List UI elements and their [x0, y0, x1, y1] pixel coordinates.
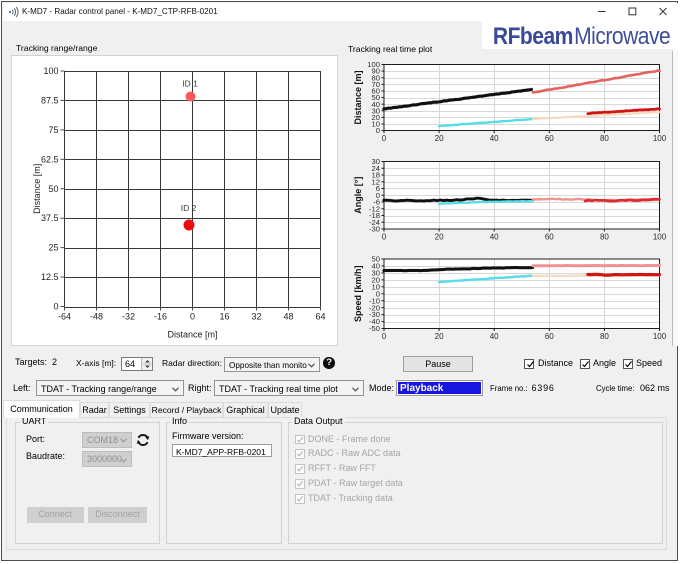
svg-text:40: 40: [490, 233, 499, 242]
svg-text:Angle [°]: Angle [°]: [353, 177, 363, 214]
svg-text:100: 100: [653, 233, 667, 242]
svg-text:-24: -24: [369, 218, 380, 227]
svg-text:ID 2: ID 2: [181, 203, 197, 213]
svg-text:-50: -50: [369, 324, 380, 333]
svg-text:80: 80: [372, 73, 380, 82]
svg-text:24: 24: [372, 164, 380, 173]
svg-text:80: 80: [600, 233, 609, 242]
svg-text:Speed [km/h]: Speed [km/h]: [353, 266, 363, 323]
svg-text:90: 90: [372, 67, 380, 76]
svg-text:-30: -30: [369, 225, 380, 234]
svg-text:-30: -30: [369, 310, 380, 319]
svg-text:-6: -6: [373, 198, 380, 207]
svg-text:12.5: 12.5: [41, 272, 59, 282]
svg-text:0: 0: [382, 332, 387, 341]
svg-text:-40: -40: [369, 317, 380, 326]
svg-text:20: 20: [435, 332, 444, 341]
svg-text:60: 60: [545, 134, 554, 143]
svg-text:50: 50: [372, 93, 380, 102]
svg-text:75: 75: [48, 125, 58, 135]
svg-text:-10: -10: [369, 296, 380, 305]
svg-text:6: 6: [376, 184, 380, 193]
svg-text:-32: -32: [122, 312, 135, 322]
svg-text:Distance [m]: Distance [m]: [353, 70, 363, 124]
svg-text:80: 80: [600, 134, 609, 143]
svg-text:30: 30: [372, 157, 380, 166]
svg-text:0: 0: [376, 126, 380, 135]
svg-text:12: 12: [372, 177, 380, 186]
svg-text:25: 25: [48, 243, 58, 253]
svg-text:0: 0: [190, 312, 195, 322]
svg-text:70: 70: [372, 80, 380, 89]
svg-text:40: 40: [490, 332, 499, 341]
svg-text:-12: -12: [369, 204, 380, 213]
svg-text:0: 0: [382, 233, 387, 242]
svg-text:10: 10: [372, 282, 380, 291]
svg-text:-16: -16: [154, 312, 167, 322]
svg-text:50: 50: [48, 184, 58, 194]
svg-text:48: 48: [283, 312, 293, 322]
svg-text:100: 100: [367, 60, 380, 69]
svg-text:10: 10: [372, 120, 380, 129]
svg-text:18: 18: [372, 171, 380, 180]
svg-text:20: 20: [372, 275, 380, 284]
svg-text:32: 32: [251, 312, 261, 322]
svg-text:16: 16: [219, 312, 229, 322]
svg-text:Distance [m]: Distance [m]: [167, 330, 217, 340]
svg-text:-18: -18: [369, 211, 380, 220]
svg-text:0: 0: [376, 289, 380, 298]
svg-text:87.5: 87.5: [41, 95, 59, 105]
svg-text:0: 0: [376, 191, 380, 200]
svg-text:30: 30: [372, 269, 380, 278]
svg-text:Distance [m]: Distance [m]: [32, 164, 42, 214]
svg-text:60: 60: [545, 332, 554, 341]
svg-text:40: 40: [372, 262, 380, 271]
svg-text:40: 40: [372, 100, 380, 109]
svg-text:ID 1: ID 1: [182, 79, 198, 89]
svg-text:100: 100: [653, 134, 667, 143]
svg-text:20: 20: [435, 134, 444, 143]
svg-text:100: 100: [653, 332, 667, 341]
svg-text:20: 20: [372, 113, 380, 122]
svg-text:-20: -20: [369, 303, 380, 312]
svg-text:80: 80: [600, 332, 609, 341]
svg-text:60: 60: [545, 233, 554, 242]
svg-text:40: 40: [490, 134, 499, 143]
svg-text:0: 0: [382, 134, 387, 143]
svg-text:20: 20: [435, 233, 444, 242]
svg-text:64: 64: [315, 312, 325, 322]
svg-text:37.5: 37.5: [41, 213, 59, 223]
svg-text:-64: -64: [58, 312, 71, 322]
svg-text:30: 30: [372, 106, 380, 115]
svg-text:100: 100: [43, 66, 58, 76]
svg-text:0: 0: [53, 302, 58, 312]
svg-text:60: 60: [372, 87, 380, 96]
svg-text:-48: -48: [90, 312, 103, 322]
svg-text:62.5: 62.5: [41, 154, 59, 164]
svg-text:50: 50: [372, 255, 380, 264]
